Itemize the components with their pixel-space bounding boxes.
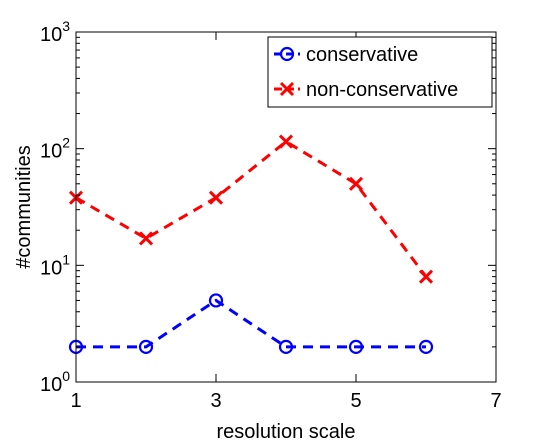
- legend-marker: [279, 46, 295, 62]
- x-tick-label: 7: [490, 390, 501, 412]
- data-point: [418, 269, 434, 284]
- x-tick-label: 1: [70, 390, 81, 412]
- data-point: [208, 190, 224, 205]
- legend-label: non-conservative: [306, 79, 458, 101]
- data-point: [208, 293, 224, 308]
- y-axis-label: #communities: [13, 145, 35, 268]
- x-tick-label: 5: [350, 390, 361, 412]
- axis-ticks: 1 3 5 7 100 101 102 103: [40, 18, 502, 412]
- x-tick-label: 3: [210, 390, 221, 412]
- data-point: [138, 339, 154, 354]
- data-point: [418, 339, 434, 354]
- y-tick-label: 101: [40, 251, 70, 279]
- data-point: [278, 134, 294, 149]
- series-line: [76, 298, 426, 349]
- legend-item: non-conservative: [274, 79, 458, 101]
- axes-frame: [75, 31, 497, 383]
- data-point: [348, 339, 364, 354]
- data-point: [138, 231, 154, 246]
- data-point: [348, 176, 364, 191]
- legend: conservative non-conservative: [267, 36, 493, 108]
- legend-label: conservative: [306, 44, 418, 66]
- y-tick-label: 103: [40, 18, 70, 46]
- y-tick-label: 102: [40, 135, 70, 163]
- series-line: [75, 139, 428, 278]
- legend-box: [267, 36, 493, 108]
- data-point: [278, 339, 294, 354]
- legend-marker: [279, 81, 295, 97]
- y-tick-label: 100: [40, 368, 70, 396]
- x-axis-label: resolution scale: [217, 421, 356, 443]
- legend-item: conservative: [274, 44, 418, 66]
